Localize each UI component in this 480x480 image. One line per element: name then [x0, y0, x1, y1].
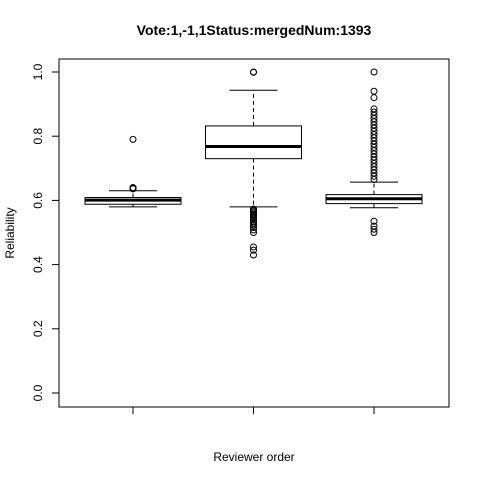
y-tick-label: 1.0 — [31, 63, 45, 80]
outlier-point — [371, 88, 377, 94]
outlier-point — [251, 69, 257, 75]
y-tick-label: 0.6 — [31, 192, 45, 209]
y-axis-label: Reliability — [3, 207, 17, 258]
box-group — [85, 136, 181, 206]
y-tick-label: 0.0 — [31, 384, 45, 401]
outlier-point — [371, 69, 377, 75]
y-axis: 0.0 0.2 0.4 0.6 0.8 1.0 — [31, 63, 59, 401]
outlier-point — [371, 95, 377, 101]
x-axis-label: Reviewer order — [213, 450, 294, 464]
box-group — [206, 69, 302, 258]
y-tick-label: 0.8 — [31, 128, 45, 145]
box-group — [326, 69, 422, 236]
x-axis — [133, 407, 374, 414]
outlier-point — [130, 136, 136, 142]
box-iqr — [206, 126, 302, 159]
box-series — [85, 69, 422, 258]
y-tick-label: 0.4 — [31, 256, 45, 273]
y-tick-label: 0.2 — [31, 320, 45, 337]
chart-title: Vote:1,-1,1Status:mergedNum:1393 — [137, 22, 372, 38]
